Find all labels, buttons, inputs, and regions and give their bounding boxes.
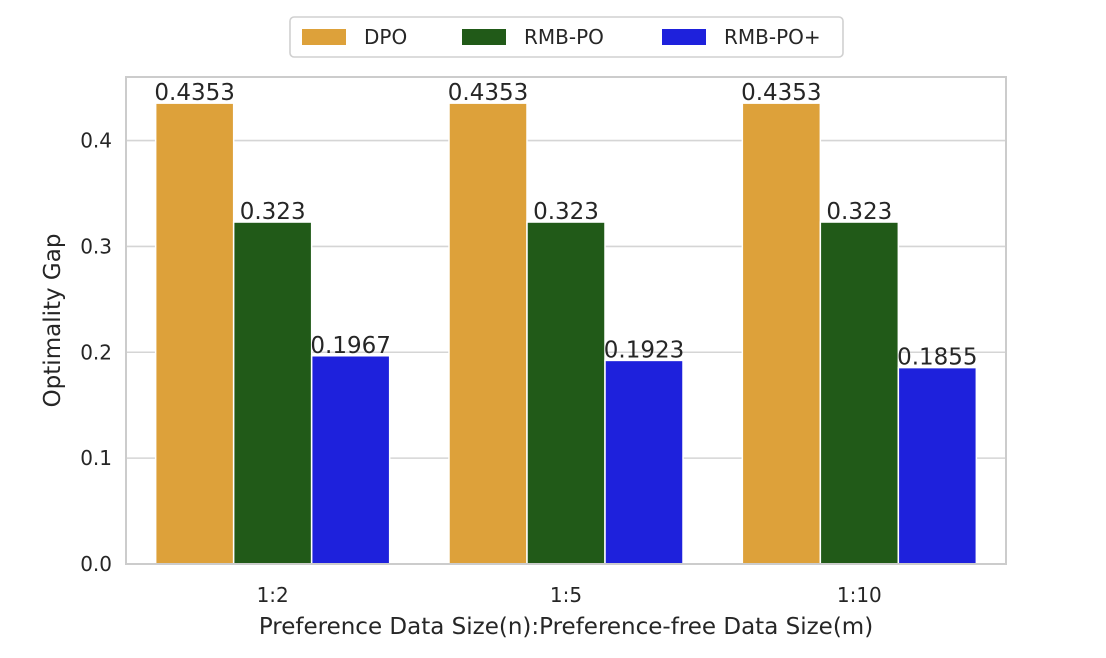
legend-box xyxy=(289,16,844,58)
legend-swatch xyxy=(462,29,506,45)
legend-swatch xyxy=(302,29,346,45)
data-label: 0.4353 xyxy=(154,80,234,106)
legend-swatch xyxy=(662,29,706,45)
bar-rmb-po--1-2 xyxy=(310,355,391,565)
x-tick-label: 1:2 xyxy=(257,583,289,607)
data-label: 0.4353 xyxy=(741,80,821,106)
data-label: 0.1855 xyxy=(897,345,977,371)
y-tick-label: 0.1 xyxy=(80,446,112,470)
data-label: 0.4353 xyxy=(448,80,528,106)
data-labels-layer: 0.4353 0.323 0.1967 0.4353 0.323 0.1923 0.4353… xyxy=(154,80,977,370)
y-tick-label: 0.4 xyxy=(80,129,112,153)
bar-dpo-1-5 xyxy=(448,102,528,565)
x-axis-ticks: 1:2 1:5 1:10 xyxy=(257,583,882,607)
bar-rmb-po-1-10 xyxy=(819,221,900,565)
bar-rmb-po--1-10 xyxy=(897,366,978,565)
legend-label: RMB-PO xyxy=(524,25,604,49)
legend-items: DPO RMB-PO RMB-PO+ xyxy=(302,25,821,49)
legend: DPO RMB-PO RMB-PO+ xyxy=(289,16,844,58)
data-label: 0.1967 xyxy=(310,333,390,359)
data-label: 0.323 xyxy=(826,199,892,225)
bar-rmb-po-1-2 xyxy=(232,221,313,565)
plot-frame xyxy=(125,76,1007,565)
x-axis-label: Preference Data Size(n):Preference-free … xyxy=(259,614,873,640)
bar-dpo-1-10 xyxy=(741,102,822,565)
y-tick-label: 0.0 xyxy=(80,552,112,576)
bar-rmb-po--1-5 xyxy=(604,359,684,565)
bars-layer xyxy=(154,102,978,565)
legend-label: RMB-PO+ xyxy=(724,25,821,49)
bar-dpo-1-2 xyxy=(154,102,235,565)
data-label: 0.323 xyxy=(240,199,306,225)
x-tick-label: 1:10 xyxy=(837,583,882,607)
y-tick-label: 0.2 xyxy=(80,340,112,364)
data-label: 0.1923 xyxy=(604,337,684,363)
y-axis-label: Optimality Gap xyxy=(40,234,66,408)
y-tick-label: 0.3 xyxy=(80,234,112,258)
y-axis-ticks: 0.0 0.1 0.2 0.3 0.4 xyxy=(80,129,112,576)
data-label: 0.323 xyxy=(533,199,599,225)
bar-rmb-po-1-5 xyxy=(526,221,606,565)
x-tick-label: 1:5 xyxy=(550,583,582,607)
legend-label: DPO xyxy=(364,25,407,49)
